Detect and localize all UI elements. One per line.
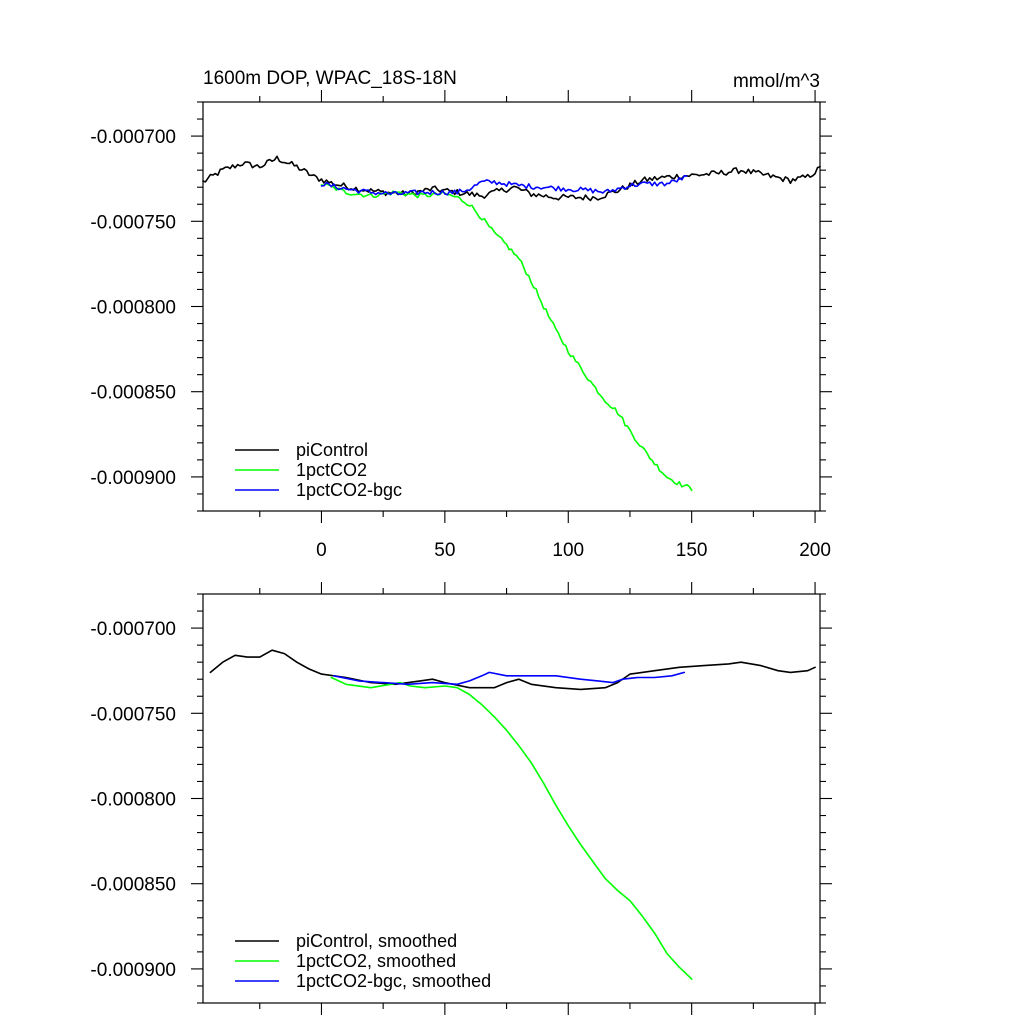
legend-label: 1pctCO2-bgc, smoothed <box>296 971 491 991</box>
series-line-1pctco2-bgc-smoothed <box>333 671 686 686</box>
x-tick-label: 150 <box>676 540 708 561</box>
legend-label: 1pctCO2, smoothed <box>296 951 456 971</box>
top-panel-title: 1600m DOP, WPAC_18S-18N <box>203 68 457 89</box>
x-tick-label: 200 <box>799 540 831 561</box>
top-panel: 1600m DOP, WPAC_18S-18N mmol/m^3 0 50 100 1… <box>90 68 832 561</box>
x-tick-label: 0 <box>316 540 327 561</box>
y-tick-label: -0.000750 <box>90 212 176 233</box>
legend-label: piControl, smoothed <box>296 931 457 951</box>
y-tick-label: -0.000700 <box>90 127 176 148</box>
y-tick-label: -0.000800 <box>90 298 176 319</box>
y-tick-label: -0.000750 <box>90 704 176 725</box>
y-tick-label: -0.000900 <box>90 960 176 981</box>
y-tick-label: -0.000800 <box>90 790 176 811</box>
units-label: mmol/m^3 <box>733 71 820 92</box>
y-tick-label: -0.000700 <box>90 619 176 640</box>
y-tick-label: -0.000850 <box>90 383 176 404</box>
series-line-1pctco2-bgc <box>320 175 688 196</box>
y-tick-label: -0.000900 <box>90 468 176 489</box>
series-line-picontrol <box>202 155 821 202</box>
x-tick-label: 100 <box>552 540 584 561</box>
bottom-panel: -0.000700 -0.000750 -0.000800 -0.000850 -0.0… <box>90 582 832 1015</box>
x-tick-label: 50 <box>434 540 455 561</box>
y-tick-label: -0.000850 <box>90 875 176 896</box>
legend-label: 1pctCO2 <box>296 460 367 480</box>
legend-label: piControl <box>296 440 368 460</box>
series-line-1pctco2 <box>320 183 693 492</box>
series-line-picontrol-smoothed <box>209 649 816 691</box>
legend-label: 1pctCO2-bgc <box>296 480 402 500</box>
